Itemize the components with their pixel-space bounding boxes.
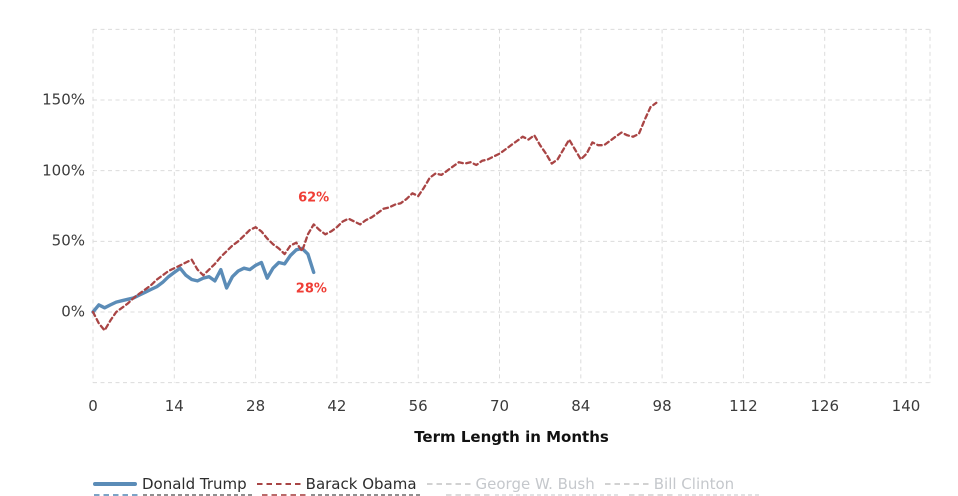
legend: Donald Trump Barack Obama George W. Bush Bi… bbox=[93, 475, 734, 493]
series-line-donald-trump bbox=[91, 246, 316, 314]
x-tick-label: 98 bbox=[652, 397, 672, 415]
x-tick-label: 42 bbox=[327, 397, 347, 415]
legend-item-donald-trump[interactable]: Donald Trump bbox=[93, 475, 247, 493]
legend-item-bill-clinton[interactable]: Bill Clinton bbox=[604, 475, 735, 493]
x-tick-label: 126 bbox=[810, 397, 840, 415]
legend-item-george-w-bush[interactable]: George W. Bush bbox=[426, 475, 595, 493]
x-tick-label: 0 bbox=[88, 397, 98, 415]
legend-item-barack-obama[interactable]: Barack Obama bbox=[256, 475, 417, 493]
legend-swatch-george-w-bush bbox=[426, 482, 471, 486]
x-tick-label: 84 bbox=[571, 397, 591, 415]
legend-label: Barack Obama bbox=[305, 475, 417, 493]
legend-swatch-barack-obama bbox=[256, 482, 301, 486]
legend-swatch-bill-clinton bbox=[604, 482, 649, 486]
annotation-barack-obama-62: 62% bbox=[298, 190, 330, 206]
annotation-donald-trump-28: 28% bbox=[295, 281, 327, 297]
legend-label: Donald Trump bbox=[142, 475, 247, 493]
legend-label: George W. Bush bbox=[475, 475, 595, 493]
x-tick-label: 14 bbox=[164, 397, 184, 415]
y-tick-label: 150% bbox=[42, 90, 85, 109]
x-tick-label: 112 bbox=[729, 397, 758, 415]
x-tick-label: 28 bbox=[246, 397, 266, 415]
x-tick-label: 140 bbox=[891, 397, 921, 415]
y-tick-label: 50% bbox=[51, 231, 85, 250]
legend-swatch-donald-trump bbox=[93, 482, 137, 486]
x-tick-label: 56 bbox=[408, 397, 428, 415]
x-axis-title: Term Length in Months bbox=[414, 428, 609, 446]
x-tick-label: 70 bbox=[489, 397, 510, 415]
y-tick-label: 100% bbox=[42, 161, 85, 180]
legend-label: Bill Clinton bbox=[653, 475, 735, 493]
y-tick-label: 0% bbox=[61, 302, 85, 321]
series-line-barack-obama bbox=[91, 101, 658, 332]
